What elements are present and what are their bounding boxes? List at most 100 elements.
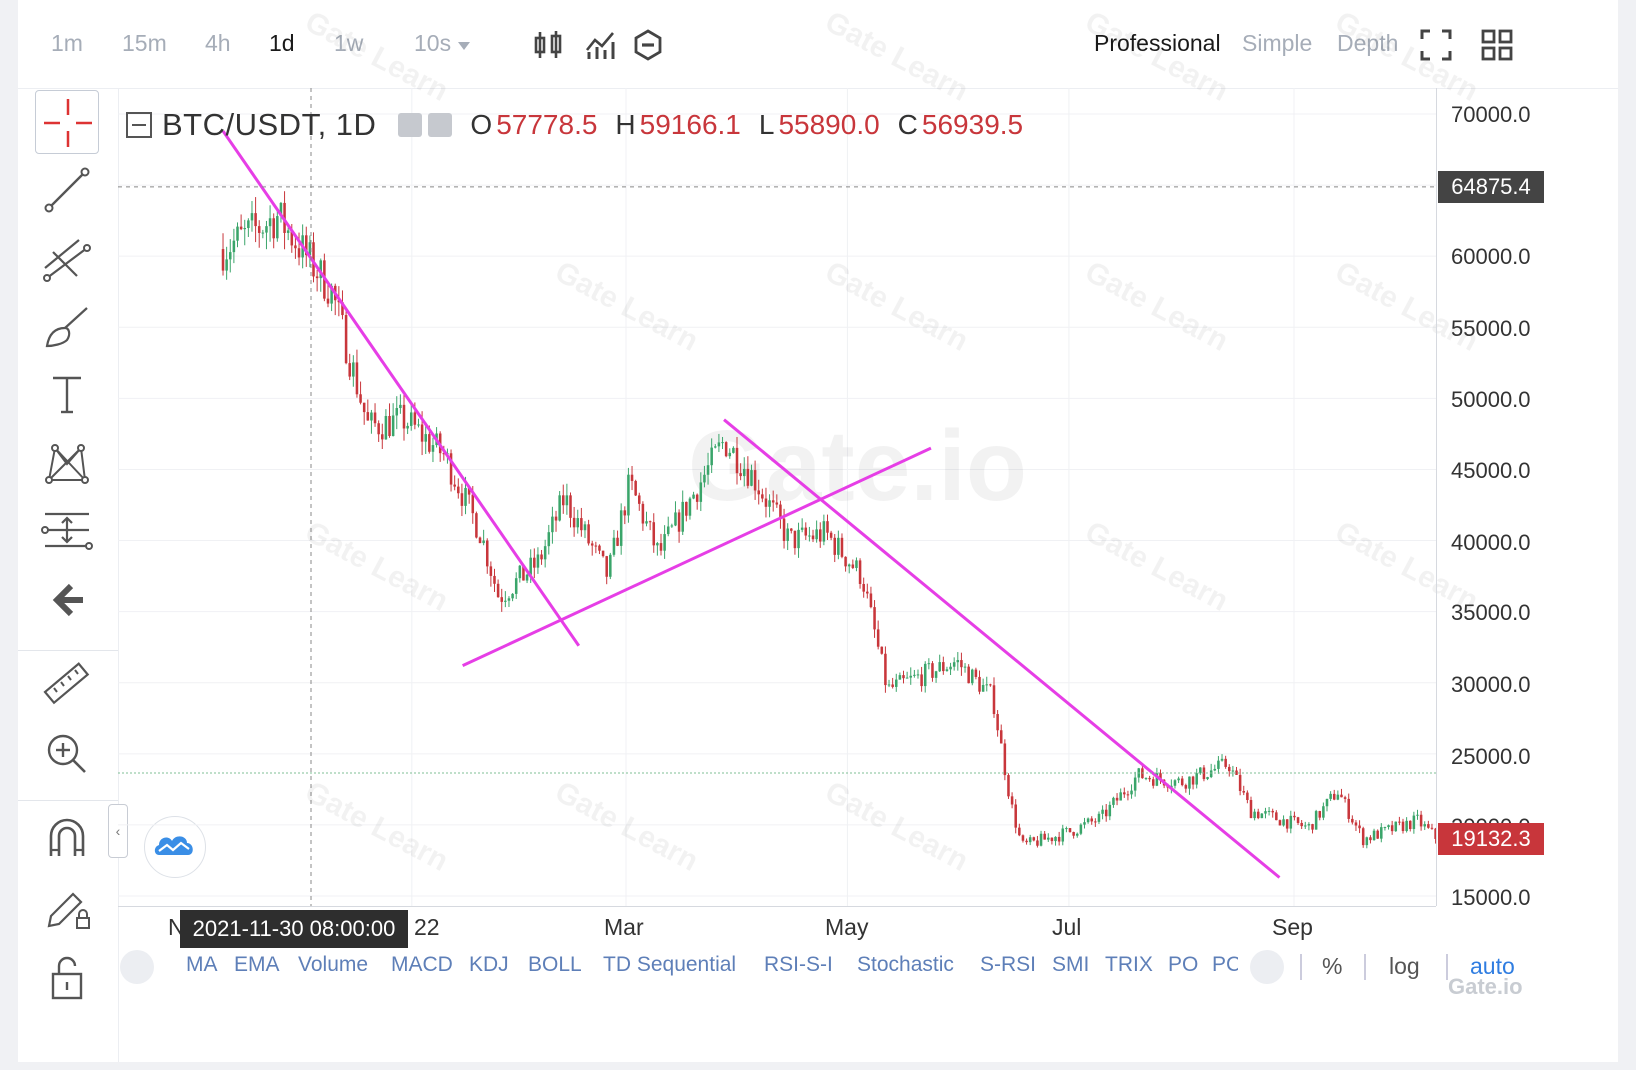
chart-canvas[interactable]: Gate.io [118, 88, 1618, 1062]
collapse-legend-icon[interactable] [126, 112, 152, 138]
percent-scale-button[interactable]: % [1322, 953, 1343, 979]
divider [1364, 954, 1366, 980]
text-tool[interactable] [35, 362, 99, 426]
candle-body [858, 560, 862, 584]
brush-tool[interactable] [35, 294, 99, 358]
timeframe-1m[interactable]: 1m [51, 30, 83, 56]
zoom-in-tool[interactable] [35, 722, 99, 786]
indicator-macd[interactable]: MACD [391, 953, 453, 976]
indicator-boll[interactable]: BOLL [528, 953, 582, 976]
indicator-kdj[interactable]: KDJ [469, 953, 509, 976]
timeframe-1w[interactable]: 1w [334, 30, 364, 56]
indicator-volume[interactable]: Volume [298, 953, 369, 976]
mode-simple[interactable]: Simple [1242, 30, 1313, 56]
candle-body [674, 512, 677, 526]
indicator-ma[interactable]: MA [186, 953, 218, 976]
candle-body [786, 528, 789, 541]
back-tool[interactable] [35, 568, 99, 632]
pattern-tool[interactable] [35, 430, 99, 494]
trendlines[interactable] [221, 130, 1281, 879]
candle-body [1054, 836, 1057, 842]
indicator-s-rsi[interactable]: S-RSI [980, 953, 1037, 976]
timeframe-15m[interactable]: 15m [122, 30, 167, 56]
candle-body [1065, 828, 1068, 830]
candle-body [1050, 837, 1054, 842]
trend-line-tool[interactable] [35, 158, 99, 222]
candle-body [981, 684, 985, 692]
text-icon [53, 376, 81, 414]
candle-body [1217, 760, 1220, 769]
crosshair-tool[interactable] [35, 90, 99, 154]
candle-body [1007, 775, 1010, 797]
indicator-scroll-left[interactable] [120, 950, 154, 984]
lock-all-tool[interactable] [35, 944, 99, 1008]
indicator-pc[interactable]: PC [1212, 953, 1238, 976]
magnet-tool[interactable] [35, 806, 99, 870]
candle-type-icon[interactable] [532, 28, 566, 62]
candle-body [913, 674, 916, 676]
lock-edit-tool[interactable] [35, 876, 99, 940]
candle-body [1300, 822, 1303, 827]
candle-body [851, 564, 855, 568]
candle-body [1343, 797, 1347, 799]
indicator-po[interactable]: PO [1168, 953, 1199, 976]
mode-depth[interactable]: Depth [1337, 30, 1399, 56]
candle-body [829, 532, 833, 538]
indicators-icon[interactable] [583, 28, 617, 62]
candle-body [1032, 837, 1036, 841]
chart-area[interactable]: Gate.io [118, 88, 1618, 1062]
time-tick: 22 [414, 914, 440, 940]
trendline [461, 446, 932, 668]
toolbar-collapse-toggle[interactable]: ‹ [108, 804, 128, 858]
candle-body [370, 412, 373, 421]
candle-body [652, 522, 656, 546]
indicator-scroll-right[interactable] [1250, 950, 1284, 984]
timeframe-10s[interactable]: 10s [414, 30, 452, 56]
ruler-icon [43, 662, 90, 705]
auto-scale-button[interactable]: auto [1470, 953, 1515, 979]
indicator-rsi-s-i[interactable]: RSI-S-I [764, 953, 833, 976]
candle-body [431, 445, 435, 452]
crosshair [118, 88, 1436, 906]
candle-body [381, 434, 384, 440]
candle-body [1159, 773, 1162, 780]
trendline [723, 418, 1281, 879]
candle-body [420, 424, 424, 442]
cloud-sync-button[interactable] [144, 816, 206, 878]
candle-body [1293, 815, 1296, 818]
candle-body [359, 394, 362, 403]
candle-body [688, 498, 692, 516]
fib-lines-tool[interactable] [35, 226, 99, 290]
candle-body [902, 675, 905, 679]
candle-body [373, 412, 377, 424]
log-scale-button[interactable]: log [1389, 953, 1420, 979]
candle-body [1014, 804, 1017, 828]
layout-grid-icon[interactable] [1480, 28, 1514, 62]
measure-range-tool[interactable] [35, 498, 99, 562]
price-tick: 50000.0 [1451, 387, 1531, 412]
candle-body [254, 213, 257, 227]
indicator-ema[interactable]: EMA [234, 953, 280, 976]
eye-icon[interactable] [398, 113, 423, 137]
indicator-trix[interactable]: TRIX [1105, 953, 1153, 976]
indicator-smi[interactable]: SMI [1052, 953, 1090, 976]
fullscreen-icon[interactable] [1419, 28, 1453, 62]
indicator-stochastic[interactable]: Stochastic [857, 953, 954, 976]
candles [221, 191, 1437, 849]
candle-body [1130, 790, 1133, 795]
candle-body [1340, 794, 1343, 798]
timeframe-4h[interactable]: 4h [205, 30, 231, 56]
timeframe-1d[interactable]: 1d [269, 30, 295, 56]
mode-professional[interactable]: Professional [1094, 30, 1221, 56]
indicator-td-sequential[interactable]: TD Sequential [603, 953, 737, 976]
candle-body [1296, 817, 1300, 823]
candle-body [290, 230, 294, 246]
drawing-toolbar [18, 88, 119, 1062]
gear-icon[interactable] [428, 113, 453, 137]
candle-body [833, 537, 837, 555]
chevron-down-icon[interactable] [456, 40, 472, 52]
ruler-tool[interactable] [35, 652, 99, 716]
candle-body [630, 474, 634, 481]
candle-body [1267, 810, 1271, 812]
settings-hexagon-icon[interactable] [631, 28, 665, 62]
